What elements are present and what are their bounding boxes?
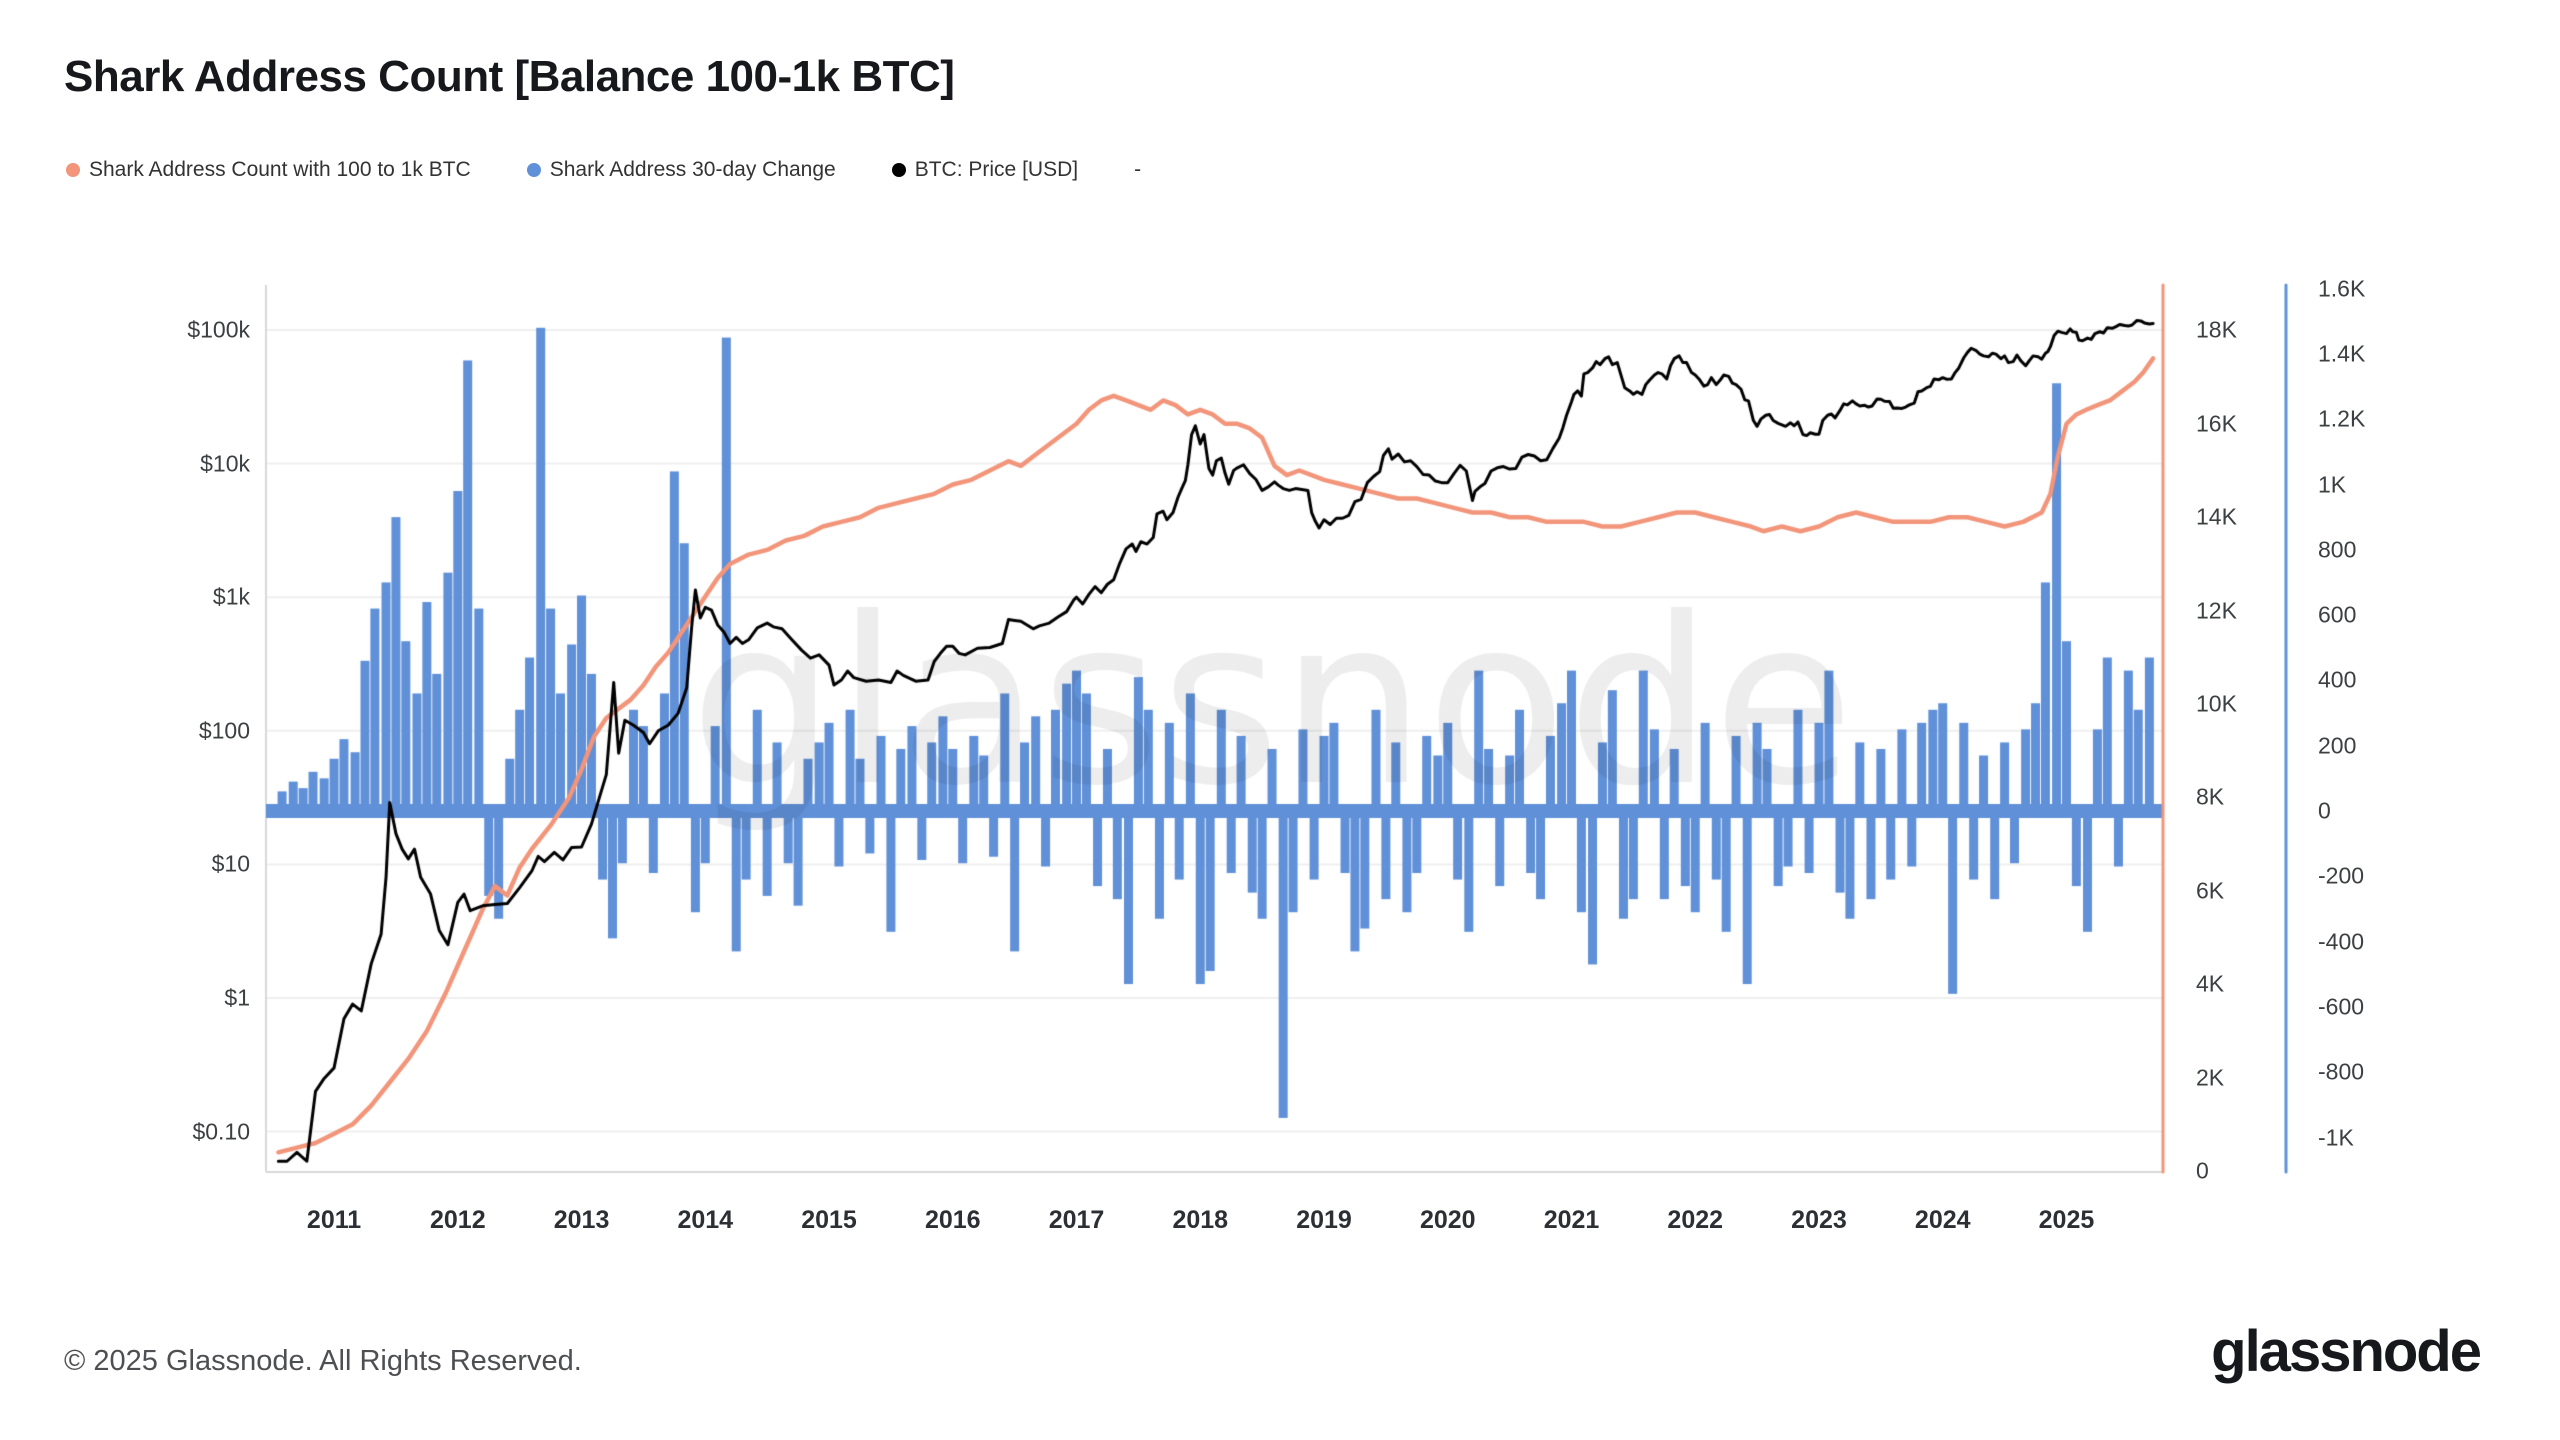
copyright-text: © 2025 Glassnode. All Rights Reserved.	[64, 1345, 582, 1377]
glassnode-logo: glassnode	[2211, 1319, 2482, 1384]
